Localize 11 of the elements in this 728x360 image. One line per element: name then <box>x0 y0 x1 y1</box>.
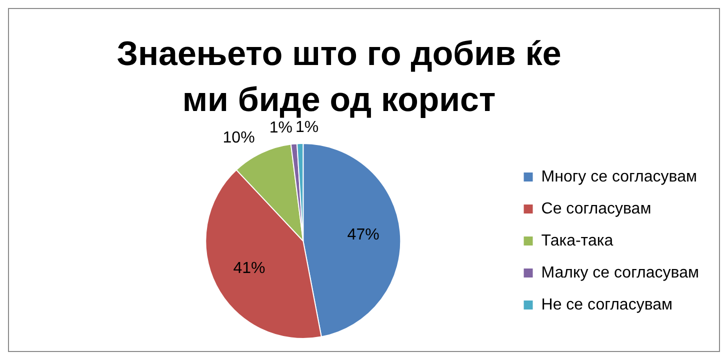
data-label: 1% <box>295 118 319 136</box>
legend-label: Малку се согласувам <box>541 264 700 282</box>
chart-title: Знаењето што го добив ќе ми биде од корист <box>116 35 562 119</box>
legend-label: Така-така <box>541 232 614 250</box>
legend-label: Се согласувам <box>541 200 652 218</box>
legend-label: Не се согласувам <box>541 296 673 314</box>
data-label: 47% <box>347 226 380 244</box>
data-label: 10% <box>222 130 255 147</box>
data-label: 1% <box>269 119 292 136</box>
legend-label: Многу се согласувам <box>541 168 697 186</box>
data-label: 41% <box>233 260 266 277</box>
